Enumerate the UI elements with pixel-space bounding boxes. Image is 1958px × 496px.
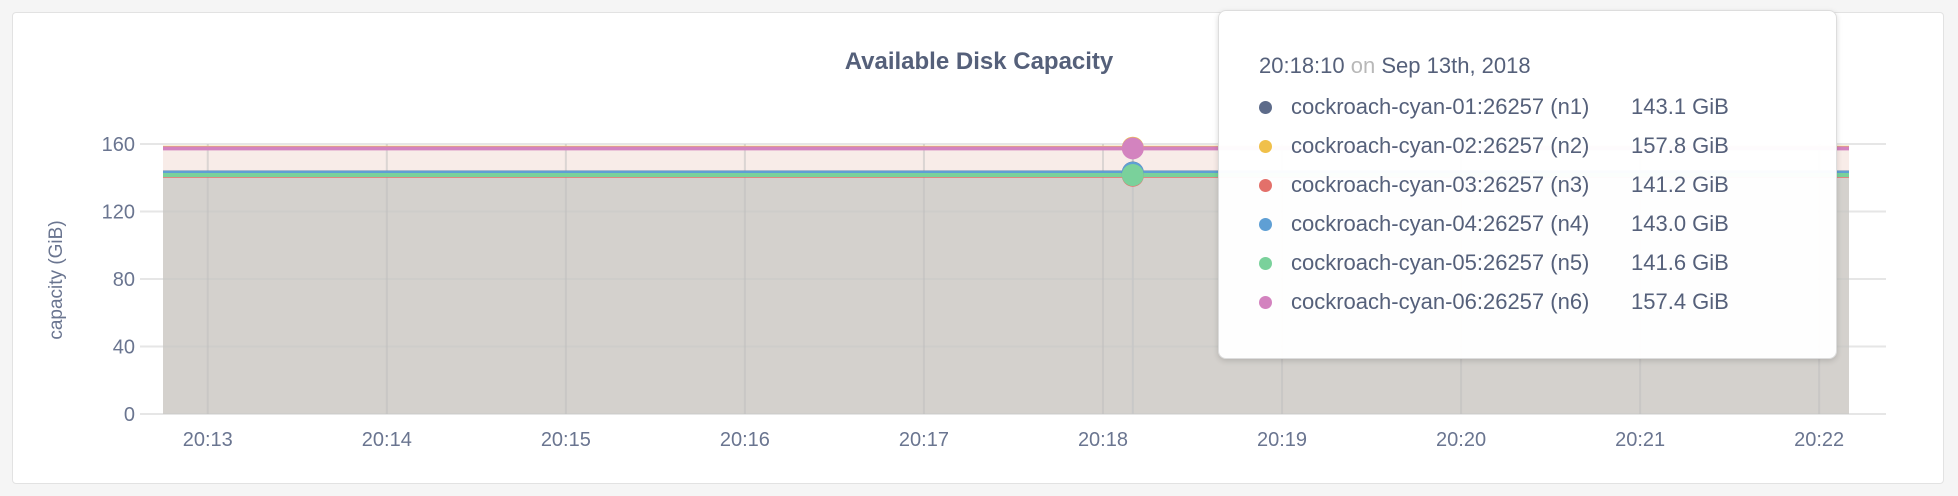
tooltip-series-value: 157.8 GiB — [1631, 133, 1729, 158]
tooltip-series-name: cockroach-cyan-02:26257 (n2) — [1291, 133, 1590, 158]
y-tick-label: 80 — [113, 269, 135, 291]
x-tick-label: 20:18 — [1078, 429, 1128, 451]
y-axis-label: capacity (GiB) — [46, 220, 67, 339]
tooltip-series-value: 141.2 GiB — [1631, 172, 1729, 197]
tooltip-row: cockroach-cyan-03:26257 (n3) 141.2 GiB — [1259, 167, 1729, 203]
tooltip-series-value: 143.1 GiB — [1631, 94, 1729, 119]
tooltip-date: Sep 13th, 2018 — [1381, 53, 1531, 78]
tooltip-series-name: cockroach-cyan-06:26257 (n6) — [1291, 289, 1590, 314]
legend-dot-icon — [1259, 100, 1272, 114]
legend-dot-icon — [1259, 217, 1272, 231]
tooltip-series-name: cockroach-cyan-04:26257 (n4) — [1291, 211, 1590, 236]
tooltip-row: cockroach-cyan-02:26257 (n2) 157.8 GiB — [1259, 128, 1729, 164]
x-tick-label: 20:21 — [1615, 429, 1665, 451]
hover-point-n6 — [1121, 137, 1144, 160]
tooltip-header: 20:18:10 on Sep 13th, 2018 — [1259, 53, 1531, 79]
tooltip-row: cockroach-cyan-04:26257 (n4) 143.0 GiB — [1259, 206, 1729, 242]
y-tick-label: 120 — [102, 202, 135, 224]
legend-dot-icon — [1259, 178, 1272, 192]
x-tick-label: 20:19 — [1257, 429, 1307, 451]
hover-tooltip: 20:18:10 on Sep 13th, 2018 cockroach-cya… — [1218, 10, 1837, 359]
tooltip-series-name: cockroach-cyan-05:26257 (n5) — [1291, 250, 1590, 275]
tooltip-row: cockroach-cyan-05:26257 (n5) 141.6 GiB — [1259, 245, 1729, 281]
legend-dot-icon — [1259, 295, 1272, 309]
x-tick-label: 20:16 — [720, 429, 770, 451]
tooltip-series-value: 157.4 GiB — [1631, 289, 1729, 314]
tooltip-series-value: 143.0 GiB — [1631, 211, 1729, 236]
tooltip-series-value: 141.6 GiB — [1631, 250, 1729, 275]
hover-point-n5 — [1121, 164, 1144, 187]
x-tick-label: 20:14 — [362, 429, 412, 451]
tooltip-time: 20:18:10 — [1259, 53, 1345, 78]
x-tick-label: 20:20 — [1436, 429, 1486, 451]
legend-dot-icon — [1259, 139, 1272, 153]
x-tick-label: 20:15 — [541, 429, 591, 451]
tooltip-row: cockroach-cyan-01:26257 (n1) 143.1 GiB — [1259, 89, 1729, 125]
y-tick-label: 40 — [113, 337, 135, 359]
x-tick-label: 20:22 — [1794, 429, 1844, 451]
x-tick-label: 20:17 — [899, 429, 949, 451]
legend-dot-icon — [1259, 256, 1272, 270]
tooltip-on: on — [1350, 53, 1376, 78]
y-tick-label: 0 — [124, 404, 135, 426]
tooltip-row: cockroach-cyan-06:26257 (n6) 157.4 GiB — [1259, 284, 1729, 320]
x-tick-label: 20:13 — [183, 429, 233, 451]
y-tick-label: 160 — [102, 134, 135, 156]
tooltip-series-name: cockroach-cyan-01:26257 (n1) — [1291, 94, 1590, 119]
chart-title: Available Disk Capacity — [844, 48, 1114, 75]
tooltip-series-name: cockroach-cyan-03:26257 (n3) — [1291, 172, 1590, 197]
